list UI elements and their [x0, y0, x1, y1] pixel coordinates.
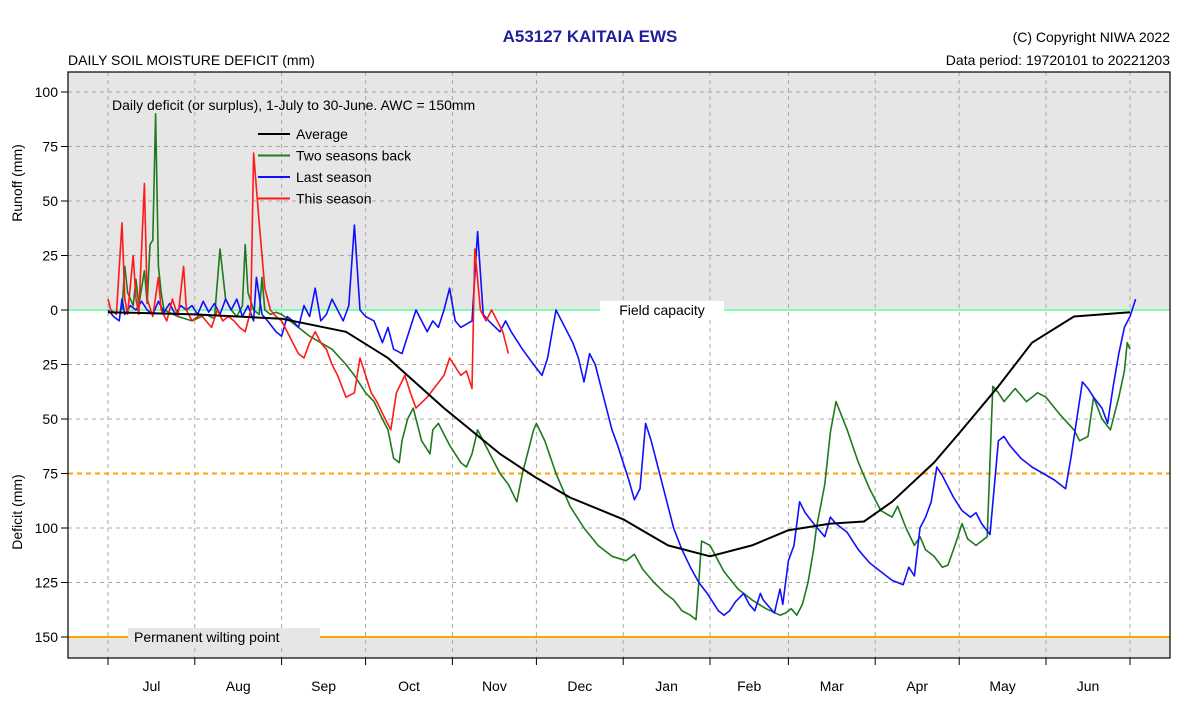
annotation-text: Daily deficit (or surplus), 1-July to 30…	[112, 97, 475, 113]
y-tick-label-7: 75	[42, 466, 58, 482]
x-tick-label-jun: Jun	[1077, 678, 1100, 694]
data-period-text: Data period: 19720101 to 20221203	[946, 52, 1170, 68]
x-tick-label-jan: Jan	[655, 678, 678, 694]
deficit-region	[68, 310, 1170, 658]
y-tick-label-8: 100	[35, 520, 59, 536]
x-tick-label-may: May	[989, 678, 1015, 694]
legend-label-average: Average	[296, 126, 348, 142]
below-wilting-region	[68, 637, 1170, 658]
y-tick-label-9: 125	[35, 575, 59, 591]
x-tick-label-apr: Apr	[906, 678, 928, 694]
field-capacity-label-bg	[600, 301, 724, 319]
chart-title: A53127 KAITAIA EWS	[503, 27, 678, 46]
copyright-text: (C) Copyright NIWA 2022	[1013, 29, 1171, 45]
wilting-label-bg	[128, 628, 320, 646]
y-tick-label-2: 50	[42, 193, 58, 209]
y-axis-label-runoff: Runoff (mm)	[9, 144, 25, 222]
x-tick-label-oct: Oct	[398, 678, 420, 694]
reference-labels: Field capacity Permanent wilting point	[128, 301, 724, 646]
y-tick-label-6: 50	[42, 411, 58, 427]
series-lines	[107, 113, 1137, 621]
x-tick-label-feb: Feb	[737, 678, 761, 694]
y-axis-label-deficit: Deficit (mm)	[9, 474, 25, 549]
x-tick-label-mar: Mar	[820, 678, 844, 694]
field-capacity-label: Field capacity	[619, 302, 705, 318]
y-tick-label-0: 100	[35, 84, 59, 100]
y-tick-label-5: 25	[42, 357, 58, 373]
y-tick-label-4: 0	[50, 302, 58, 318]
series-line-last-season	[107, 224, 1137, 617]
x-tick-label-nov: Nov	[482, 678, 507, 694]
legend-label-last-season: Last season	[296, 169, 372, 185]
x-tick-label-dec: Dec	[567, 678, 592, 694]
chart-subtitle: DAILY SOIL MOISTURE DEFICIT (mm)	[68, 52, 315, 68]
series-line-two-seasons-back	[121, 113, 1131, 621]
y-tick-label-1: 75	[42, 139, 58, 155]
x-tick-label-aug: Aug	[226, 678, 251, 694]
series-line-this-season	[107, 152, 510, 431]
legend: Average Two seasons back Last season This s…	[258, 126, 412, 207]
series-line-average	[107, 311, 1131, 558]
y-tick-label-3: 25	[42, 248, 58, 264]
y-tick-label-10: 150	[35, 629, 59, 645]
axes: 100 75 50 25 0 25 50 75 100 125 150 Jul Aug Sep Oct Nov…	[35, 71, 1171, 694]
legend-label-this-season: This season	[296, 191, 371, 207]
plot-background	[68, 72, 1170, 658]
wilting-point-label: Permanent wilting point	[134, 629, 280, 645]
x-tick-label-jul: Jul	[142, 678, 160, 694]
x-tick-label-sep: Sep	[311, 678, 336, 694]
legend-label-two-seasons-back: Two seasons back	[296, 148, 412, 164]
